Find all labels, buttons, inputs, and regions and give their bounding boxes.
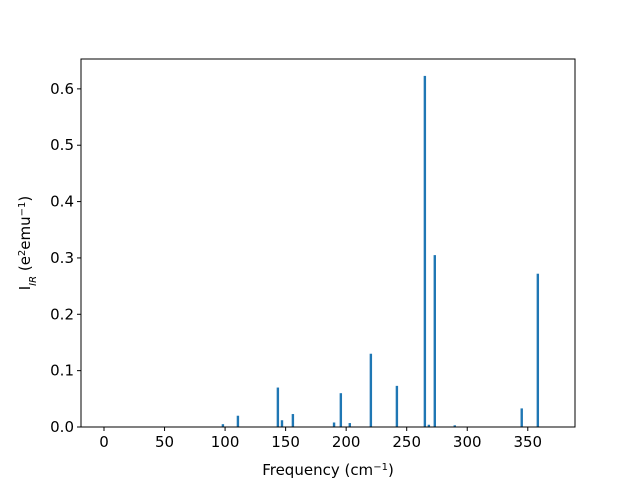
bar [427, 424, 431, 427]
x-tick-label: 200 [332, 433, 361, 451]
bar [395, 385, 399, 427]
label-part: 2 [17, 250, 28, 256]
label-part: −1 [17, 202, 28, 217]
bar [453, 425, 456, 427]
y-axis-label: IIR (e2emu−1) [16, 196, 39, 291]
bar [280, 420, 284, 427]
y-tick-label: 0.4 [50, 193, 74, 211]
bar [423, 75, 427, 427]
bar [536, 273, 540, 427]
y-tick-label: 0.5 [50, 136, 74, 154]
bar [236, 415, 240, 427]
x-tick-label: 50 [155, 433, 174, 451]
label-part: −1 [373, 462, 388, 473]
bar [332, 422, 336, 427]
bar [339, 393, 343, 427]
label-part: I [16, 286, 34, 290]
y-tick-label: 0.3 [50, 249, 74, 267]
y-tick-label: 0.1 [50, 362, 74, 380]
label-part: ) [388, 461, 394, 479]
bar [369, 353, 373, 427]
x-tick-label: 150 [271, 433, 300, 451]
bar [276, 387, 280, 427]
label-part: (e [16, 256, 34, 276]
y-tick-label: 0.0 [50, 418, 74, 436]
label-part: emu [16, 216, 34, 249]
label-part: Frequency (cm [262, 461, 373, 479]
x-axis-label: Frequency (cm−1) [262, 461, 394, 479]
y-tick-label: 0.6 [50, 80, 74, 98]
bar [291, 414, 295, 427]
x-tick-label: 350 [513, 433, 542, 451]
plot-frame [80, 58, 576, 428]
x-tick-label: 0 [99, 433, 109, 451]
bar [433, 255, 436, 427]
label-part: ) [16, 196, 34, 202]
y-tick-label: 0.2 [50, 305, 74, 323]
label-part: IR [28, 276, 39, 286]
bar [221, 424, 225, 427]
x-tick-label: 300 [453, 433, 482, 451]
x-tick-label: 250 [392, 433, 421, 451]
x-tick-label: 100 [211, 433, 240, 451]
bar [520, 408, 523, 427]
bar [348, 423, 351, 427]
